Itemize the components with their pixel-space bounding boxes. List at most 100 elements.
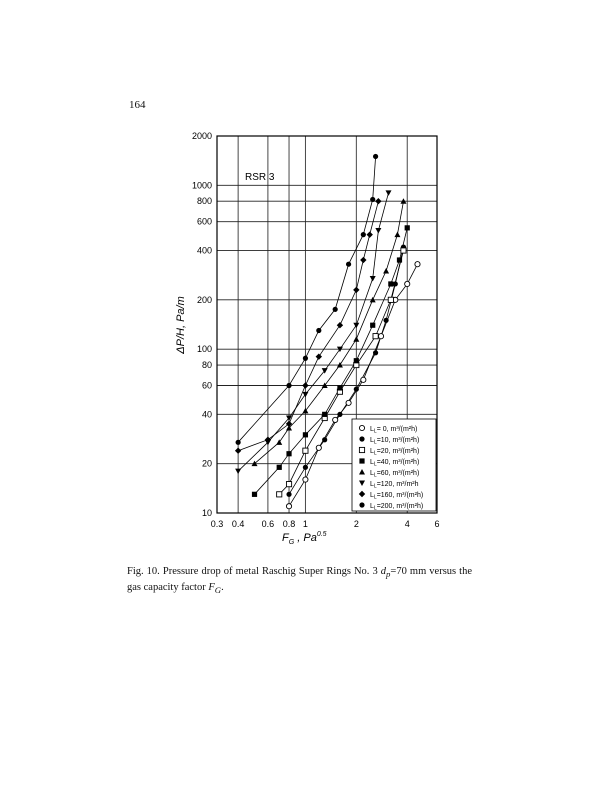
caption-middle: =70 mm versus the gas capacity factor (127, 566, 472, 594)
legend-rest: =40, m³/(m²h) (377, 459, 420, 466)
x-tick-label: 0.8 (283, 519, 296, 529)
data-point-series-5 (336, 346, 343, 353)
data-point-series-7 (316, 327, 322, 334)
data-point-series-6 (353, 286, 360, 294)
data-point-series-2 (372, 333, 379, 340)
legend-label-5: LL=120, m³/m²h (370, 481, 419, 490)
x-tick-labels: 0.3 0.4 0.6 0.8 1 2 4 6 (211, 519, 440, 529)
y-tick-label: 2000 (192, 131, 212, 141)
data-point-series-4 (321, 382, 328, 389)
legend-sub: L (374, 462, 377, 468)
data-point-series-7 (332, 306, 338, 312)
data-point-series-2 (276, 491, 283, 498)
data-point-series-7 (286, 382, 292, 389)
legend-rest: =20, m³/(m²h) (377, 448, 420, 455)
legend-sub: L (374, 495, 377, 501)
x-label-part: 0.5 (317, 531, 327, 538)
legend-sub: L (374, 473, 377, 479)
y-tick-label: 40 (202, 409, 212, 419)
data-point-series-1 (286, 491, 292, 497)
legend-label-2: LL=20, m³/(m²h) (370, 448, 419, 457)
data-point-series-7 (370, 196, 376, 203)
legend-sub: L (374, 440, 377, 446)
data-point-series-0 (315, 444, 322, 451)
figure-caption: Fig. 10. Pressure drop of metal Raschig … (127, 565, 472, 597)
y-tick-label: 200 (197, 295, 212, 305)
y-tick-label: 10 (202, 508, 212, 518)
caption-dp: d (380, 566, 387, 577)
page-number: 164 (129, 99, 146, 111)
legend-marker-7 (359, 502, 365, 508)
data-point-series-3 (276, 464, 282, 470)
legend-main: L (370, 448, 374, 455)
legend-marker-3 (359, 458, 365, 464)
y-tick-label: 600 (197, 217, 212, 227)
plot-frame (216, 135, 438, 514)
data-point-series-1 (383, 317, 389, 323)
data-point-series-1 (392, 281, 398, 287)
data-point-series-4 (336, 362, 343, 368)
data-point-series-7 (372, 153, 379, 160)
data-point-series-5 (375, 227, 382, 234)
data-point-series-6 (302, 382, 309, 389)
legend-label-3: LL=40, m³/(m²h) (370, 459, 419, 468)
y-tick-label: 20 (202, 459, 212, 469)
x-tick-label: 0.3 (211, 519, 224, 529)
data-point-series-7 (345, 261, 352, 267)
data-point-series-6 (264, 436, 272, 443)
data-point-series-3 (396, 257, 403, 263)
y-tick-label: 60 (202, 381, 212, 391)
caption-prefix: Fig. 10. Pressure drop of metal Raschig … (127, 566, 381, 577)
data-point-series-4 (353, 336, 360, 342)
y-tick-label: 1000 (192, 180, 212, 190)
x-label-part: , Pa (294, 532, 317, 544)
series-curve-6 (237, 201, 379, 452)
x-tick-label: 1 (303, 519, 308, 529)
data-point-series-0 (414, 261, 421, 268)
legend-sub: L (374, 484, 377, 490)
data-point-series-7 (302, 355, 309, 361)
legend-rest: =60, m³/(m²h) (377, 470, 420, 477)
data-point-series-1 (372, 350, 379, 356)
data-point-series-4 (369, 296, 376, 303)
legend-rest: =10, m³/(m²h) (377, 437, 420, 444)
data-point-series-4 (286, 425, 293, 431)
legend-sub: L (374, 429, 377, 435)
data-point-series-3 (388, 281, 394, 287)
caption-suffix: . (221, 582, 224, 594)
data-points (234, 153, 421, 510)
caption-fg-sub: G (214, 585, 222, 596)
legend-label-7: LL=200, m³/(m²h) (370, 503, 423, 512)
data-point-series-0 (332, 416, 339, 423)
data-point-series-5 (302, 391, 309, 398)
data-point-series-0 (302, 476, 309, 483)
y-tick-label: 400 (197, 246, 212, 256)
data-point-series-4 (302, 407, 309, 414)
data-point-series-2 (387, 296, 394, 303)
data-point-series-5 (286, 415, 293, 422)
caption-fg: F (208, 582, 215, 594)
data-point-series-3 (353, 358, 359, 364)
legend-label-1: LL=10, m³/(m²h) (370, 437, 419, 446)
data-point-series-2 (400, 247, 407, 254)
x-tick-label: 0.6 (262, 519, 275, 529)
x-tick-label: 0.4 (232, 519, 245, 529)
data-point-series-3 (404, 225, 410, 231)
data-point-series-6 (360, 256, 367, 264)
data-point-series-1 (322, 437, 328, 443)
legend-marker-6 (358, 490, 366, 498)
data-point-series-5 (369, 275, 376, 282)
data-point-series-3 (286, 451, 292, 457)
legend-main: L (370, 503, 374, 510)
data-point-series-6 (366, 231, 373, 238)
legend-main: L (370, 459, 374, 466)
legend-main: L (370, 492, 374, 499)
legend-marker-2 (358, 446, 366, 454)
legend-rest: =160, m³/(m²h) (377, 492, 423, 499)
legend-label-0: LL= 0, m³/(m²h) (370, 426, 417, 435)
data-point-series-4 (394, 231, 401, 238)
data-point-series-4 (251, 460, 258, 467)
data-point-series-1 (302, 464, 309, 470)
data-point-series-2 (302, 447, 309, 454)
data-point-series-0 (345, 399, 352, 406)
